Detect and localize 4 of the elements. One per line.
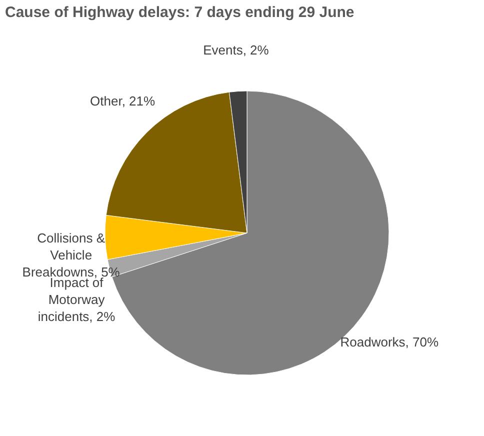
- slice-label: Other, 21%: [90, 94, 156, 109]
- slice-label: Roadworks, 70%: [340, 334, 439, 350]
- slice-label: Events, 2%: [203, 42, 270, 58]
- chart-title: Cause of Highway delays: 7 days ending 29 June: [5, 4, 354, 21]
